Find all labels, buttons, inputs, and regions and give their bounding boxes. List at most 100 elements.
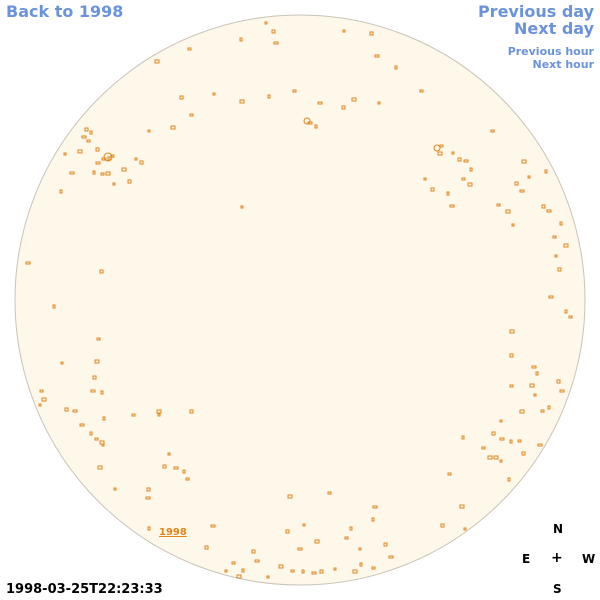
feature-contour (548, 295, 554, 299)
feature-contour (451, 151, 455, 155)
feature-contour (546, 209, 552, 213)
feature-contour (107, 156, 111, 161)
feature-contour (92, 170, 96, 175)
feature-contour (94, 359, 100, 364)
feature-contour (311, 571, 317, 575)
feature-contour (568, 315, 573, 319)
feature-contour (292, 89, 297, 93)
feature-contour (39, 389, 44, 393)
feature-contour (147, 526, 151, 531)
feature-contour (302, 523, 306, 527)
feature-contour (447, 472, 452, 476)
feature-contour (349, 526, 353, 531)
feature-contour (101, 443, 105, 447)
feature-contour (439, 144, 444, 148)
previous-day-link[interactable]: Previous day (477, 2, 594, 21)
feature-contour (52, 304, 56, 309)
feature-contour (273, 41, 279, 45)
feature-contour (440, 523, 445, 528)
feature-contour (449, 204, 455, 208)
compass-center: + (551, 550, 563, 566)
feature-contour (509, 353, 514, 358)
feature-contour (317, 101, 323, 105)
feature-contour (102, 416, 106, 421)
feature-contour (170, 125, 176, 130)
feature-contour (264, 21, 268, 25)
compass-east: E (522, 552, 531, 566)
feature-contour (517, 439, 522, 443)
feature-contour (95, 161, 101, 165)
feature-contour (446, 191, 450, 196)
feature-contour (59, 189, 63, 194)
previous-hour-link[interactable]: Previous hour (507, 45, 594, 58)
feature-contour (241, 568, 245, 573)
feature-contour (564, 309, 568, 314)
feature-contour (394, 65, 398, 70)
feature-contour (433, 144, 441, 152)
feature-contour (69, 171, 75, 175)
feature-contour (167, 452, 171, 456)
feature-contour (423, 177, 427, 181)
feature-contour (457, 157, 462, 162)
feature-contour (351, 97, 357, 102)
feature-contour (147, 129, 151, 133)
feature-contour (145, 496, 151, 500)
next-hour-link[interactable]: Next hour (532, 58, 595, 71)
feature-contour (333, 567, 337, 571)
feature-contour (290, 569, 295, 573)
feature-contour (461, 435, 465, 440)
feature-contour (63, 152, 67, 156)
feature-contour (419, 89, 424, 93)
feature-contour (490, 129, 495, 133)
feature-contour (236, 574, 242, 579)
feature-contour (60, 361, 64, 365)
feature-contour (240, 205, 244, 209)
feature-contour (547, 405, 551, 410)
feature-contour (97, 465, 103, 470)
feature-contour (531, 365, 537, 369)
feature-contour (496, 203, 501, 207)
feature-contour (99, 269, 104, 274)
feature-contour (511, 223, 515, 227)
feature-contour (271, 29, 276, 34)
feature-contour (224, 569, 228, 573)
feature-contour (100, 390, 104, 395)
feature-contour (77, 149, 83, 154)
feature-contour (38, 403, 42, 407)
feature-contour (79, 423, 85, 427)
feature-contour (287, 494, 293, 499)
feature-contour (342, 29, 346, 33)
back-to-year-link[interactable]: Back to 1998 (6, 2, 124, 21)
feature-contour (499, 419, 503, 423)
compass-west: W (582, 552, 596, 566)
feature-contour (96, 337, 101, 341)
feature-contour (113, 487, 117, 491)
feature-contour (267, 94, 271, 99)
feature-contour (156, 409, 162, 414)
observation-timestamp: 1998-03-25T22:23:33 (6, 582, 163, 597)
feature-contour (297, 547, 303, 551)
feature-contour (493, 455, 499, 460)
feature-contour (231, 561, 236, 565)
feature-contour (185, 477, 190, 481)
region-label-link[interactable]: 1998 (159, 527, 187, 538)
feature-contour (499, 459, 503, 463)
feature-contour (371, 517, 375, 522)
feature-contour (527, 175, 531, 179)
feature-contour (554, 254, 558, 258)
feature-contour (535, 371, 539, 376)
feature-contour (139, 160, 144, 165)
feature-contour (509, 384, 514, 388)
feature-contour (89, 431, 93, 436)
feature-contour (301, 569, 305, 574)
compass-south: S (553, 582, 562, 596)
feature-contour (463, 527, 467, 531)
feature-contour (541, 204, 546, 209)
feature-contour (509, 329, 515, 334)
feature-contour (179, 95, 184, 100)
feature-contour (121, 167, 127, 172)
feature-contour (491, 431, 496, 436)
next-day-link[interactable]: Next day (514, 19, 594, 38)
feature-contour (157, 413, 161, 417)
